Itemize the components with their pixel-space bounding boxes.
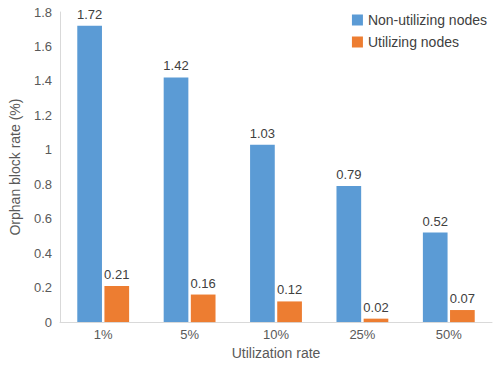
svg-text:0.79: 0.79 xyxy=(336,167,361,182)
svg-text:0.2: 0.2 xyxy=(34,280,52,295)
svg-text:Utilizing nodes: Utilizing nodes xyxy=(368,34,459,50)
svg-text:1.03: 1.03 xyxy=(250,126,275,141)
svg-text:10%: 10% xyxy=(263,327,289,342)
svg-text:0.6: 0.6 xyxy=(34,211,52,226)
svg-text:0.12: 0.12 xyxy=(277,282,302,297)
svg-text:0.4: 0.4 xyxy=(34,246,52,261)
svg-text:50%: 50% xyxy=(436,327,462,342)
svg-text:1.6: 1.6 xyxy=(34,39,52,54)
svg-text:1.2: 1.2 xyxy=(34,108,52,123)
svg-text:Non-utilizing nodes: Non-utilizing nodes xyxy=(368,12,487,28)
svg-text:0: 0 xyxy=(45,315,52,330)
svg-text:5%: 5% xyxy=(180,327,199,342)
svg-text:1%: 1% xyxy=(94,327,113,342)
svg-text:1.42: 1.42 xyxy=(163,58,188,73)
svg-text:Orphan block rate (%): Orphan block rate (%) xyxy=(7,99,23,236)
svg-text:0.02: 0.02 xyxy=(363,300,388,315)
svg-text:1.4: 1.4 xyxy=(34,73,52,88)
svg-text:Utilization rate: Utilization rate xyxy=(232,345,321,361)
svg-text:1: 1 xyxy=(45,142,52,157)
svg-text:25%: 25% xyxy=(349,327,375,342)
svg-text:0.8: 0.8 xyxy=(34,177,52,192)
svg-text:1.8: 1.8 xyxy=(34,5,52,20)
svg-text:0.07: 0.07 xyxy=(450,291,475,306)
svg-text:0.21: 0.21 xyxy=(104,267,129,282)
svg-text:0.16: 0.16 xyxy=(191,276,216,291)
svg-text:0.52: 0.52 xyxy=(423,214,448,229)
svg-text:1.72: 1.72 xyxy=(77,7,102,22)
